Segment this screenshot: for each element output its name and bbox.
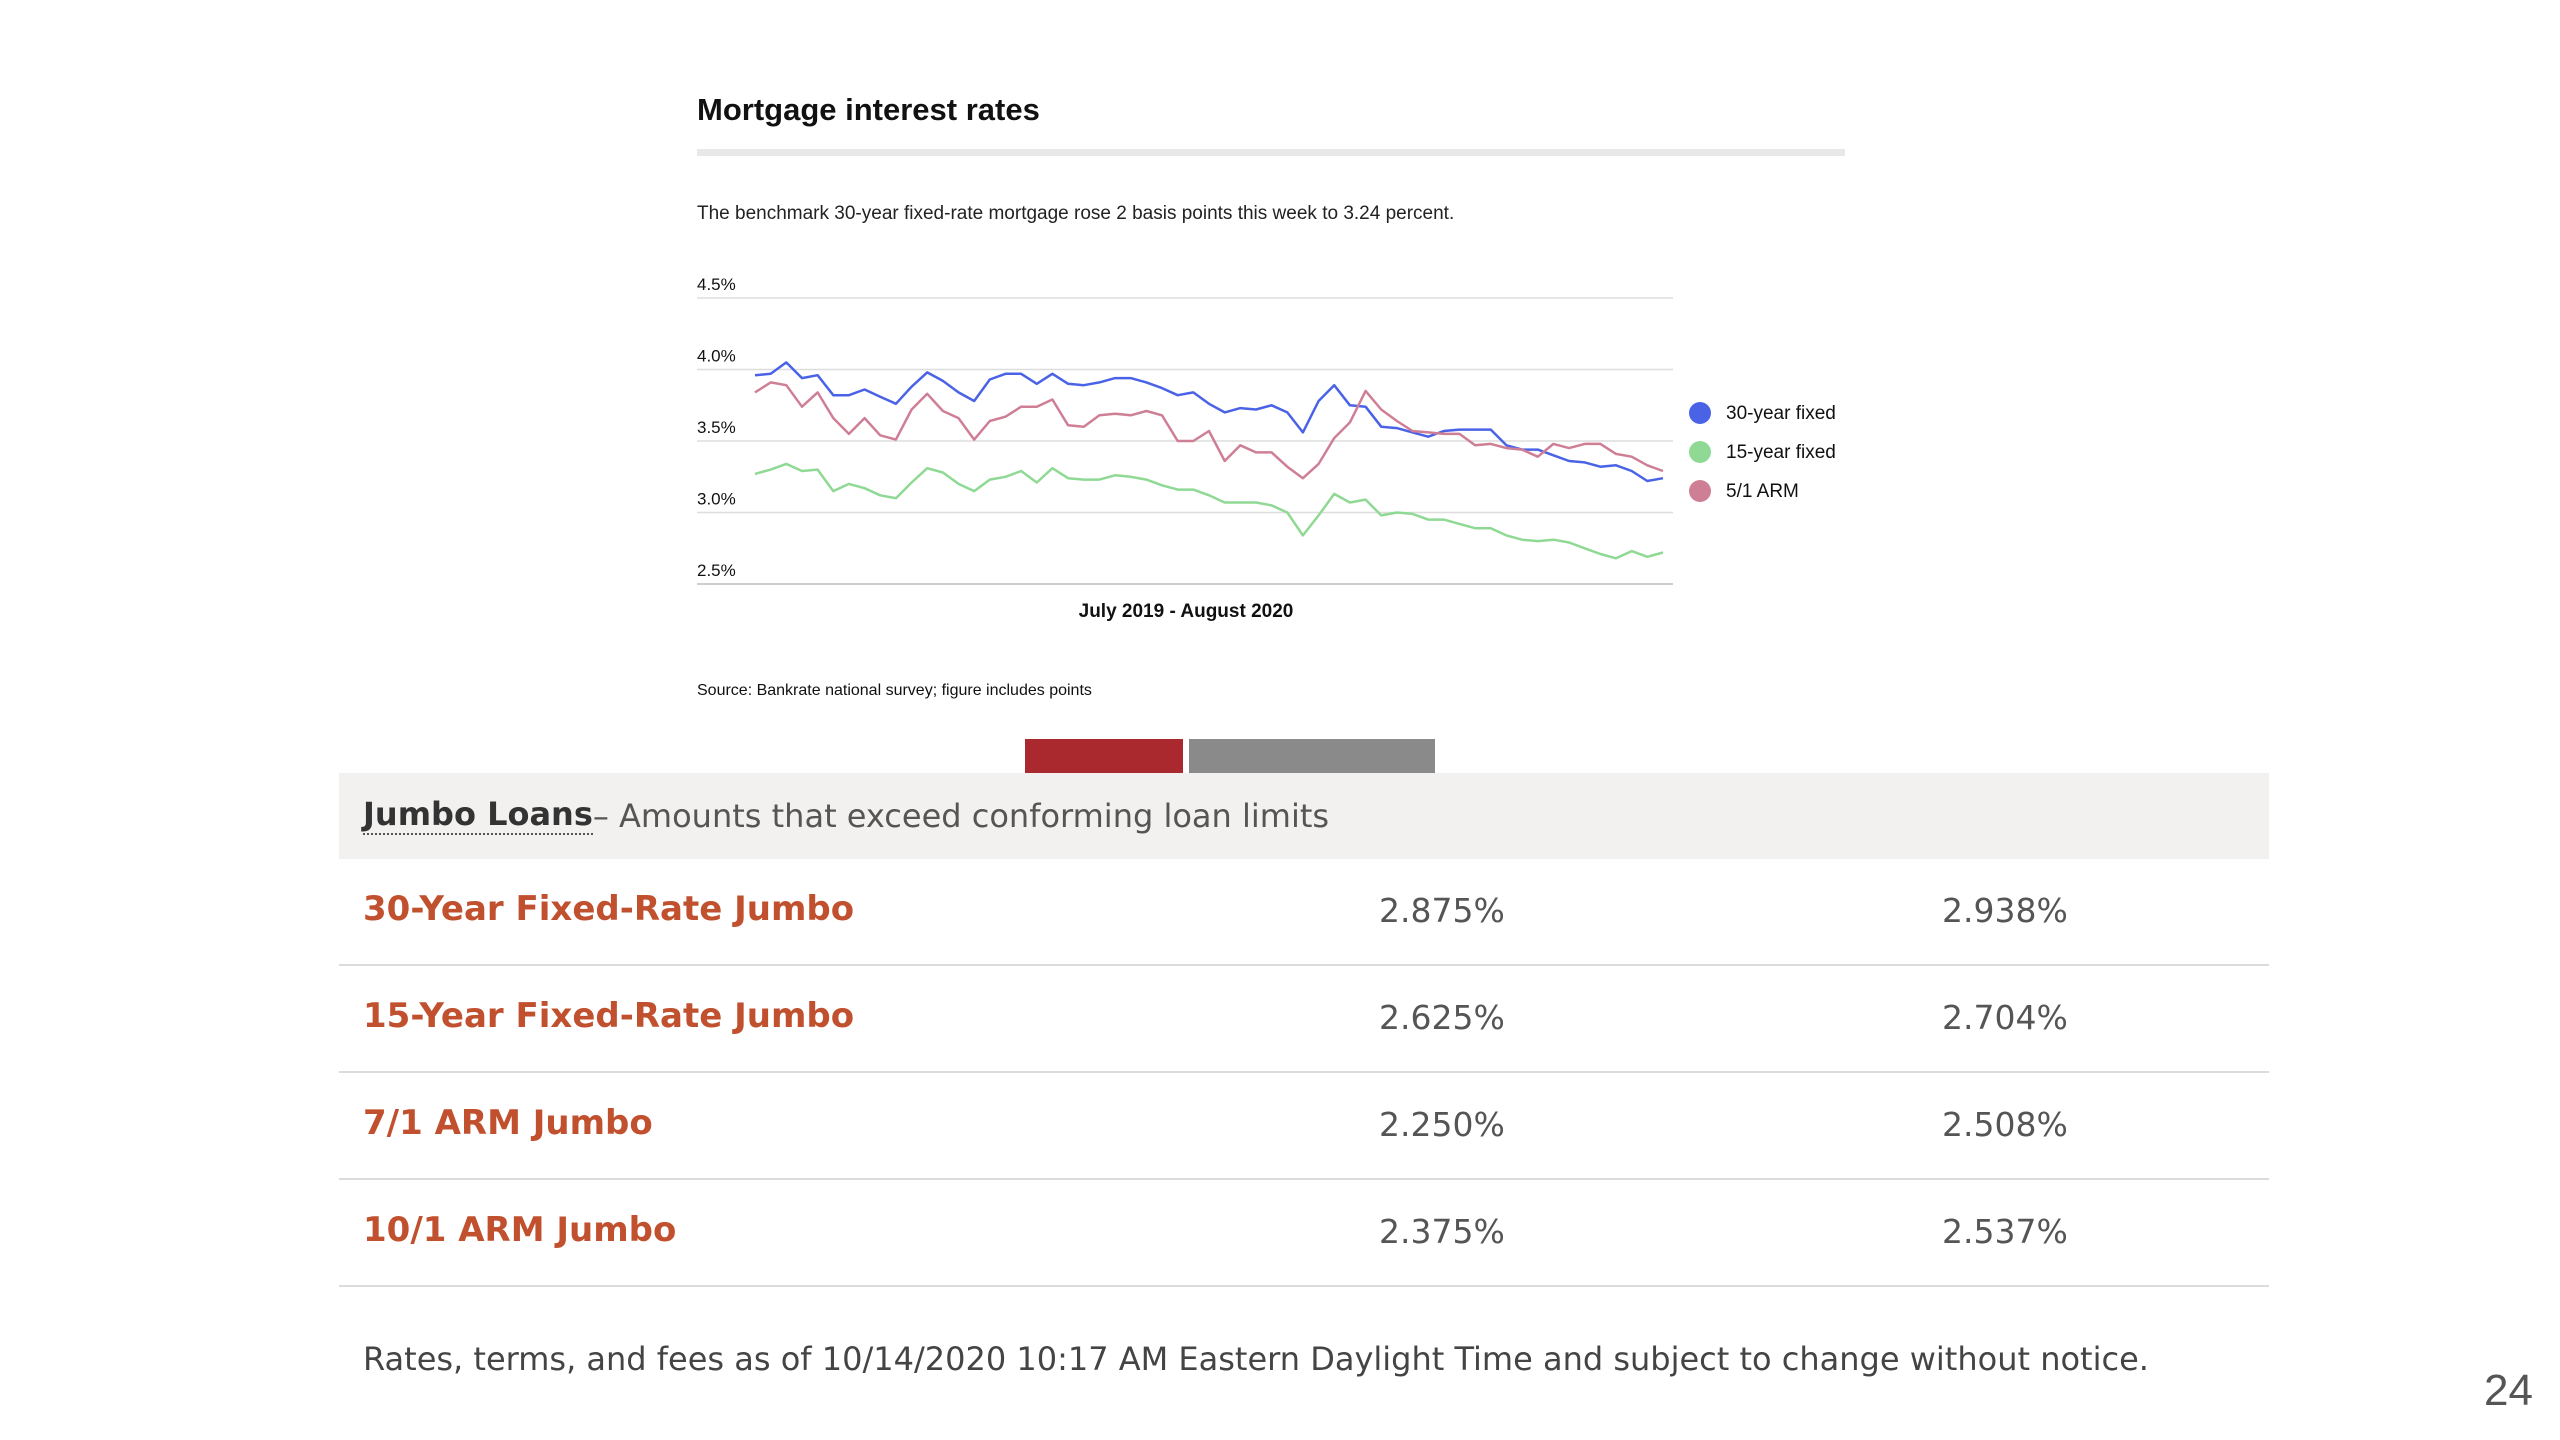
legend-label: 15-year fixed: [1726, 442, 1836, 463]
tab-inactive[interactable]: [1189, 739, 1435, 773]
loan-name-link[interactable]: 30-Year Fixed-Rate Jumbo: [363, 889, 855, 929]
series-line-5-1-arm: [754, 381, 1664, 480]
legend-swatch: [1689, 441, 1711, 463]
table-header-subtitle: – Amounts that exceed conforming loan li…: [592, 797, 1330, 835]
table-row: 30-Year Fixed-Rate Jumbo 2.875% 2.938%: [339, 859, 2269, 966]
source-note: Source: Bankrate national survey; figure…: [697, 682, 1092, 699]
loan-name-link[interactable]: 7/1 ARM Jumbo: [363, 1103, 653, 1143]
legend-label: 30-year fixed: [1726, 403, 1836, 424]
y-axis-ticks: 4.5% 4.0% 3.5% 3.0% 2.5%: [697, 275, 736, 580]
loan-apr: 2.704%: [1942, 998, 2068, 1037]
table-row: 10/1 ARM Jumbo 2.375% 2.537%: [339, 1180, 2269, 1287]
table-row: 7/1 ARM Jumbo 2.250% 2.508%: [339, 1073, 2269, 1180]
loan-apr: 2.938%: [1942, 891, 2068, 930]
legend: 30-year fixed 15-year fixed 5/1 ARM: [1689, 402, 1836, 502]
jumbo-loans-term[interactable]: Jumbo Loans: [363, 795, 593, 835]
loan-rate: 2.250%: [1379, 1105, 1505, 1144]
series-line-30-year-fixed: [754, 361, 1664, 483]
loan-rate: 2.625%: [1379, 998, 1505, 1037]
table-row: 15-Year Fixed-Rate Jumbo 2.625% 2.704%: [339, 966, 2269, 1073]
tab-active[interactable]: [1025, 739, 1183, 773]
y-tick-label: 3.0%: [697, 490, 736, 509]
line-chart: 4.5% 4.0% 3.5% 3.0% 2.5% 30-year fixed 15-yea…: [697, 275, 1836, 622]
title-divider: [697, 149, 1845, 156]
loan-rate: 2.875%: [1379, 891, 1505, 930]
loan-apr: 2.537%: [1942, 1212, 2068, 1251]
y-tick-label: 2.5%: [697, 561, 736, 580]
legend-swatch: [1689, 402, 1711, 424]
y-tick-label: 3.5%: [697, 418, 736, 437]
page-number: 24: [2484, 1366, 2533, 1415]
chart-title: Mortgage interest rates: [697, 92, 1040, 127]
x-axis-label: July 2019 - August 2020: [1079, 601, 1294, 622]
loan-apr: 2.508%: [1942, 1105, 2068, 1144]
y-tick-label: 4.5%: [697, 275, 736, 294]
legend-swatch: [1689, 480, 1711, 502]
table-header: Jumbo Loans – Amounts that exceed confor…: [339, 773, 2269, 859]
y-tick-label: 4.0%: [697, 347, 736, 366]
loan-name-link[interactable]: 10/1 ARM Jumbo: [363, 1210, 677, 1250]
series-line-15-year-fixed: [754, 462, 1664, 560]
legend-label: 5/1 ARM: [1726, 481, 1799, 502]
loan-rate: 2.375%: [1379, 1212, 1505, 1251]
loan-name-link[interactable]: 15-Year Fixed-Rate Jumbo: [363, 996, 855, 1036]
rates-footnote: Rates, terms, and fees as of 10/14/2020 …: [363, 1340, 2149, 1378]
grid-lines: [697, 297, 1673, 585]
chart-subtitle: The benchmark 30-year fixed-rate mortgag…: [697, 203, 1455, 224]
jumbo-loans-table: Jumbo Loans – Amounts that exceed confor…: [339, 773, 2269, 1287]
series-lines: [754, 361, 1664, 560]
